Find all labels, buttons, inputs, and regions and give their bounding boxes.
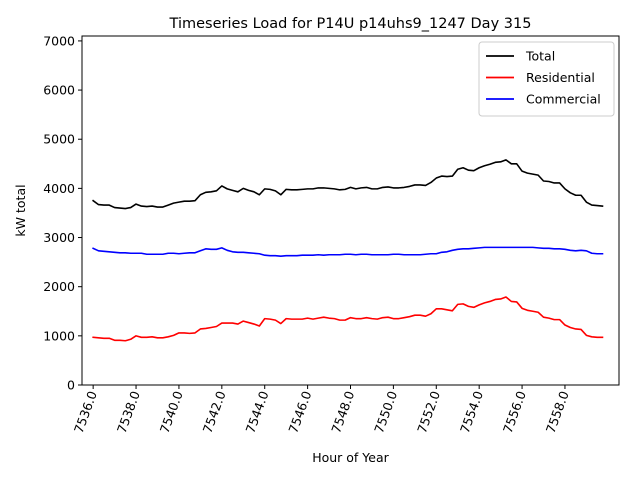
y-tick-label: 5000 xyxy=(43,132,75,147)
x-axis-label: Hour of Year xyxy=(312,450,389,465)
y-tick-label: 3000 xyxy=(43,230,75,245)
legend-label-commercial: Commercial xyxy=(526,92,601,107)
y-axis: 0 1000 2000 3000 4000 5000 6000 7000 xyxy=(43,33,82,393)
series-line-total xyxy=(92,159,604,210)
series-lines xyxy=(92,159,604,342)
series-line-residential xyxy=(92,296,604,342)
series-line-commercial xyxy=(92,246,604,258)
chart-title: Timeseries Load for P14U p14uhs9_1247 Da… xyxy=(169,16,532,32)
legend-frame xyxy=(478,41,615,117)
legend-label-total: Total xyxy=(525,49,555,64)
y-tick-label: 2000 xyxy=(43,279,75,294)
y-tick-label: 4000 xyxy=(43,181,75,196)
y-tick-label: 1000 xyxy=(43,328,75,343)
y-tick-label: 0 xyxy=(67,378,75,393)
legend-label-residential: Residential xyxy=(526,70,595,85)
y-tick-label: 6000 xyxy=(43,83,75,98)
y-axis-label: kW total xyxy=(13,184,28,236)
legend: Total Residential Commercial xyxy=(478,41,615,117)
y-tick-label: 7000 xyxy=(43,33,75,48)
